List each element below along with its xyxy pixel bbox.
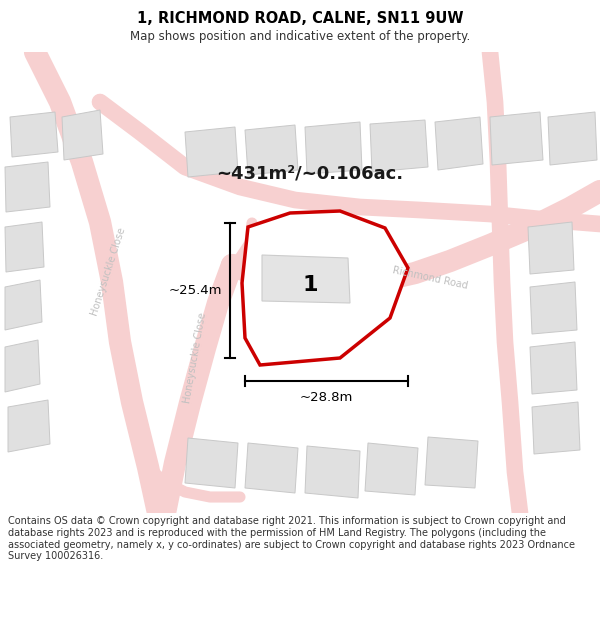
Polygon shape (370, 120, 428, 172)
Text: Honeysuckle Close: Honeysuckle Close (89, 227, 127, 318)
Polygon shape (5, 340, 40, 392)
Polygon shape (8, 400, 50, 452)
Polygon shape (305, 122, 362, 174)
Polygon shape (305, 446, 360, 498)
Polygon shape (435, 117, 483, 170)
Polygon shape (425, 437, 478, 488)
Text: ~25.4m: ~25.4m (169, 284, 222, 297)
Polygon shape (245, 125, 298, 175)
Polygon shape (245, 443, 298, 493)
Polygon shape (532, 402, 580, 454)
Polygon shape (242, 211, 408, 365)
Polygon shape (530, 342, 577, 394)
Text: Map shows position and indicative extent of the property.: Map shows position and indicative extent… (130, 29, 470, 42)
Polygon shape (10, 112, 58, 157)
Text: 1: 1 (302, 275, 318, 295)
Polygon shape (5, 222, 44, 272)
Text: ~28.8m: ~28.8m (300, 391, 353, 404)
Polygon shape (548, 112, 597, 165)
Text: Contains OS data © Crown copyright and database right 2021. This information is : Contains OS data © Crown copyright and d… (8, 516, 575, 561)
Polygon shape (262, 255, 350, 303)
Polygon shape (490, 112, 543, 165)
Text: Richmond Road: Richmond Road (391, 265, 469, 291)
Text: 1, RICHMOND ROAD, CALNE, SN11 9UW: 1, RICHMOND ROAD, CALNE, SN11 9UW (137, 11, 463, 26)
Text: Honeysuckle Close: Honeysuckle Close (182, 312, 208, 404)
Text: ~431m²/~0.106ac.: ~431m²/~0.106ac. (217, 165, 404, 183)
Polygon shape (185, 438, 238, 488)
Polygon shape (5, 280, 42, 330)
Polygon shape (62, 110, 103, 160)
Polygon shape (5, 162, 50, 212)
Polygon shape (528, 222, 574, 274)
Polygon shape (530, 282, 577, 334)
Polygon shape (185, 127, 238, 177)
Polygon shape (365, 443, 418, 495)
